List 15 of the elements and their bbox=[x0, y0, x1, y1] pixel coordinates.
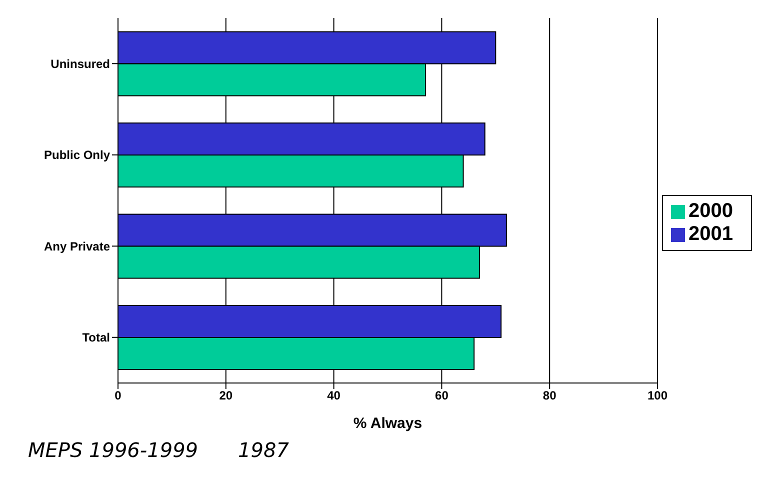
text: MEPS 1996-1999 bbox=[28, 438, 198, 462]
y-tick-label: Public Only bbox=[44, 148, 110, 162]
legend-label: 2000 bbox=[688, 200, 733, 222]
y-tick-label: Any Private bbox=[44, 239, 110, 254]
legend-label: 2001 bbox=[688, 223, 733, 245]
x-tick-label: 20 bbox=[219, 388, 233, 403]
x-tick-label: 80 bbox=[542, 388, 557, 403]
text: 1987 bbox=[238, 438, 289, 462]
x-tick-label: 60 bbox=[435, 388, 449, 403]
x-axis-title: % Always bbox=[353, 415, 422, 432]
y-tick-label: Uninsured bbox=[50, 56, 110, 71]
x-tick-label: 100 bbox=[647, 388, 668, 403]
x-tick-label: 40 bbox=[327, 388, 341, 403]
x-tick-label: 0 bbox=[114, 388, 122, 403]
y-tick-label: Total bbox=[82, 330, 110, 345]
